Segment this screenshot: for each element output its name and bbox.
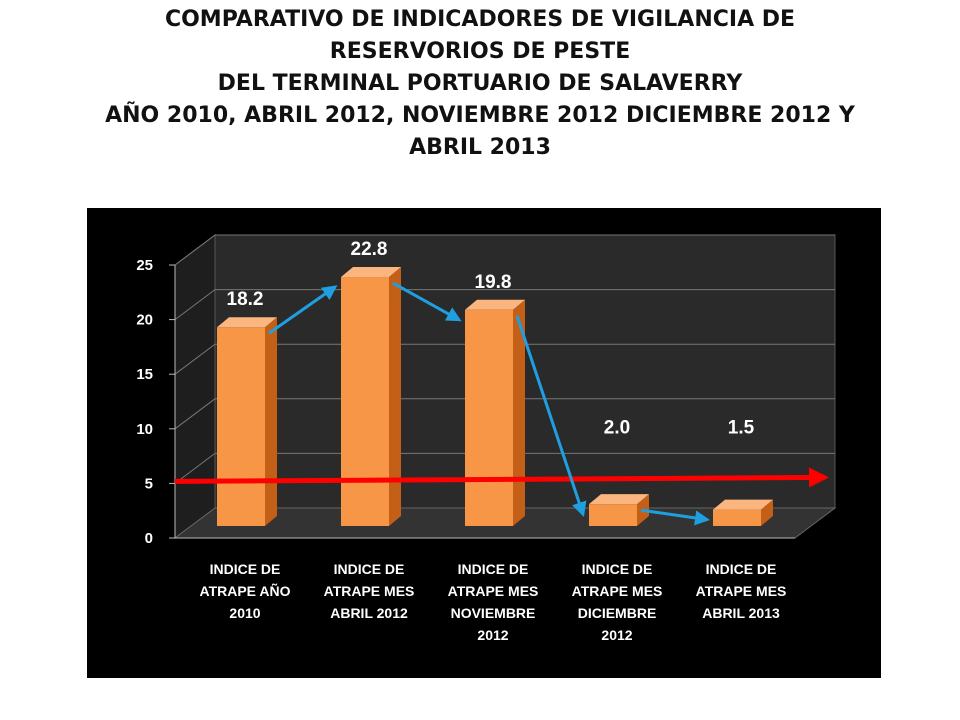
y-tick-label: 20 — [136, 312, 153, 329]
x-category-label: INDICE DE — [334, 561, 405, 577]
bar-top — [341, 267, 401, 278]
y-tick-label: 0 — [145, 530, 153, 547]
bar-side — [389, 267, 401, 526]
bar-front — [589, 504, 637, 526]
trend-arrow — [515, 315, 587, 518]
data-label: 1.5 — [728, 417, 755, 438]
x-category-label: NOVIEMBRE — [451, 605, 536, 621]
x-category-label: INDICE DE — [706, 561, 777, 577]
trend-arrow — [268, 285, 338, 335]
gridline — [174, 452, 835, 484]
y-tick-label: 10 — [136, 421, 153, 438]
title-line: ABRIL 2013 — [409, 135, 551, 160]
bar — [341, 267, 401, 526]
data-label: 18.2 — [227, 289, 264, 310]
data-label: 22.8 — [351, 239, 388, 260]
x-category-label: ATRAPE MES — [324, 583, 415, 599]
x-category-label: ATRAPE MES — [572, 583, 663, 599]
bar-front — [217, 327, 265, 526]
bar-top — [217, 317, 277, 328]
gridline — [174, 289, 835, 320]
bar-side — [513, 299, 525, 526]
title-line: COMPARATIVO DE INDICADORES DE VIGILANCIA… — [164, 7, 796, 32]
gridline — [174, 343, 835, 375]
trend-arrow — [640, 508, 710, 526]
x-category-label: ATRAPE MES — [448, 583, 539, 599]
chart-title: COMPARATIVO DE INDICADORES DE VIGILANCIA… — [40, 4, 920, 164]
x-category-label: INDICE DE — [458, 561, 529, 577]
title-line: AÑO 2010, ABRIL 2012, NOVIEMBRE 2012 DIC… — [105, 103, 855, 128]
data-label: 2.0 — [604, 417, 630, 438]
threshold-arrow — [174, 467, 829, 488]
x-category-label: ABRIL 2013 — [702, 605, 780, 621]
bar-top — [465, 299, 525, 310]
side-wall — [174, 234, 216, 539]
x-category-label: INDICE DE — [582, 561, 653, 577]
bar — [713, 499, 773, 526]
bar — [217, 317, 277, 526]
x-category-label: ABRIL 2012 — [330, 605, 408, 621]
y-tick-label: 15 — [136, 366, 153, 383]
bar — [589, 494, 649, 526]
bar-chart: 0 5 10 15 20 25 18.2 INDICE DE ATRAPE AÑO 2010 22.… — [136, 234, 837, 643]
chart-area: 0 5 10 15 20 25 18.2 INDICE DE ATRAPE AÑO 2010 22.… — [87, 208, 881, 678]
gridline — [174, 398, 835, 430]
bar-front — [465, 309, 513, 526]
bar-top — [713, 499, 773, 510]
title-line: DEL TERMINAL PORTUARIO DE SALAVERRY — [217, 71, 743, 96]
x-category-label: 2010 — [229, 605, 260, 621]
bar-side — [761, 499, 773, 526]
y-tick-label: 5 — [145, 475, 153, 492]
x-category-label: 2012 — [601, 627, 632, 643]
trend-arrow — [392, 281, 462, 322]
x-category-label: DICIEMBRE — [578, 605, 657, 621]
x-category-label: 2012 — [477, 627, 508, 643]
bar-front — [341, 277, 389, 526]
x-category-label: ATRAPE MES — [696, 583, 787, 599]
bar — [465, 299, 525, 526]
x-category-label: ATRAPE AÑO — [200, 582, 291, 599]
bar-top — [589, 494, 649, 505]
y-tick-label: 25 — [136, 257, 153, 274]
gridline — [174, 234, 835, 266]
bar-side — [265, 317, 277, 526]
title-line: RESERVORIOS DE PESTE — [329, 39, 631, 64]
data-label: 19.8 — [475, 272, 512, 293]
x-category-label: INDICE DE — [210, 561, 281, 577]
bar-front — [713, 509, 761, 526]
